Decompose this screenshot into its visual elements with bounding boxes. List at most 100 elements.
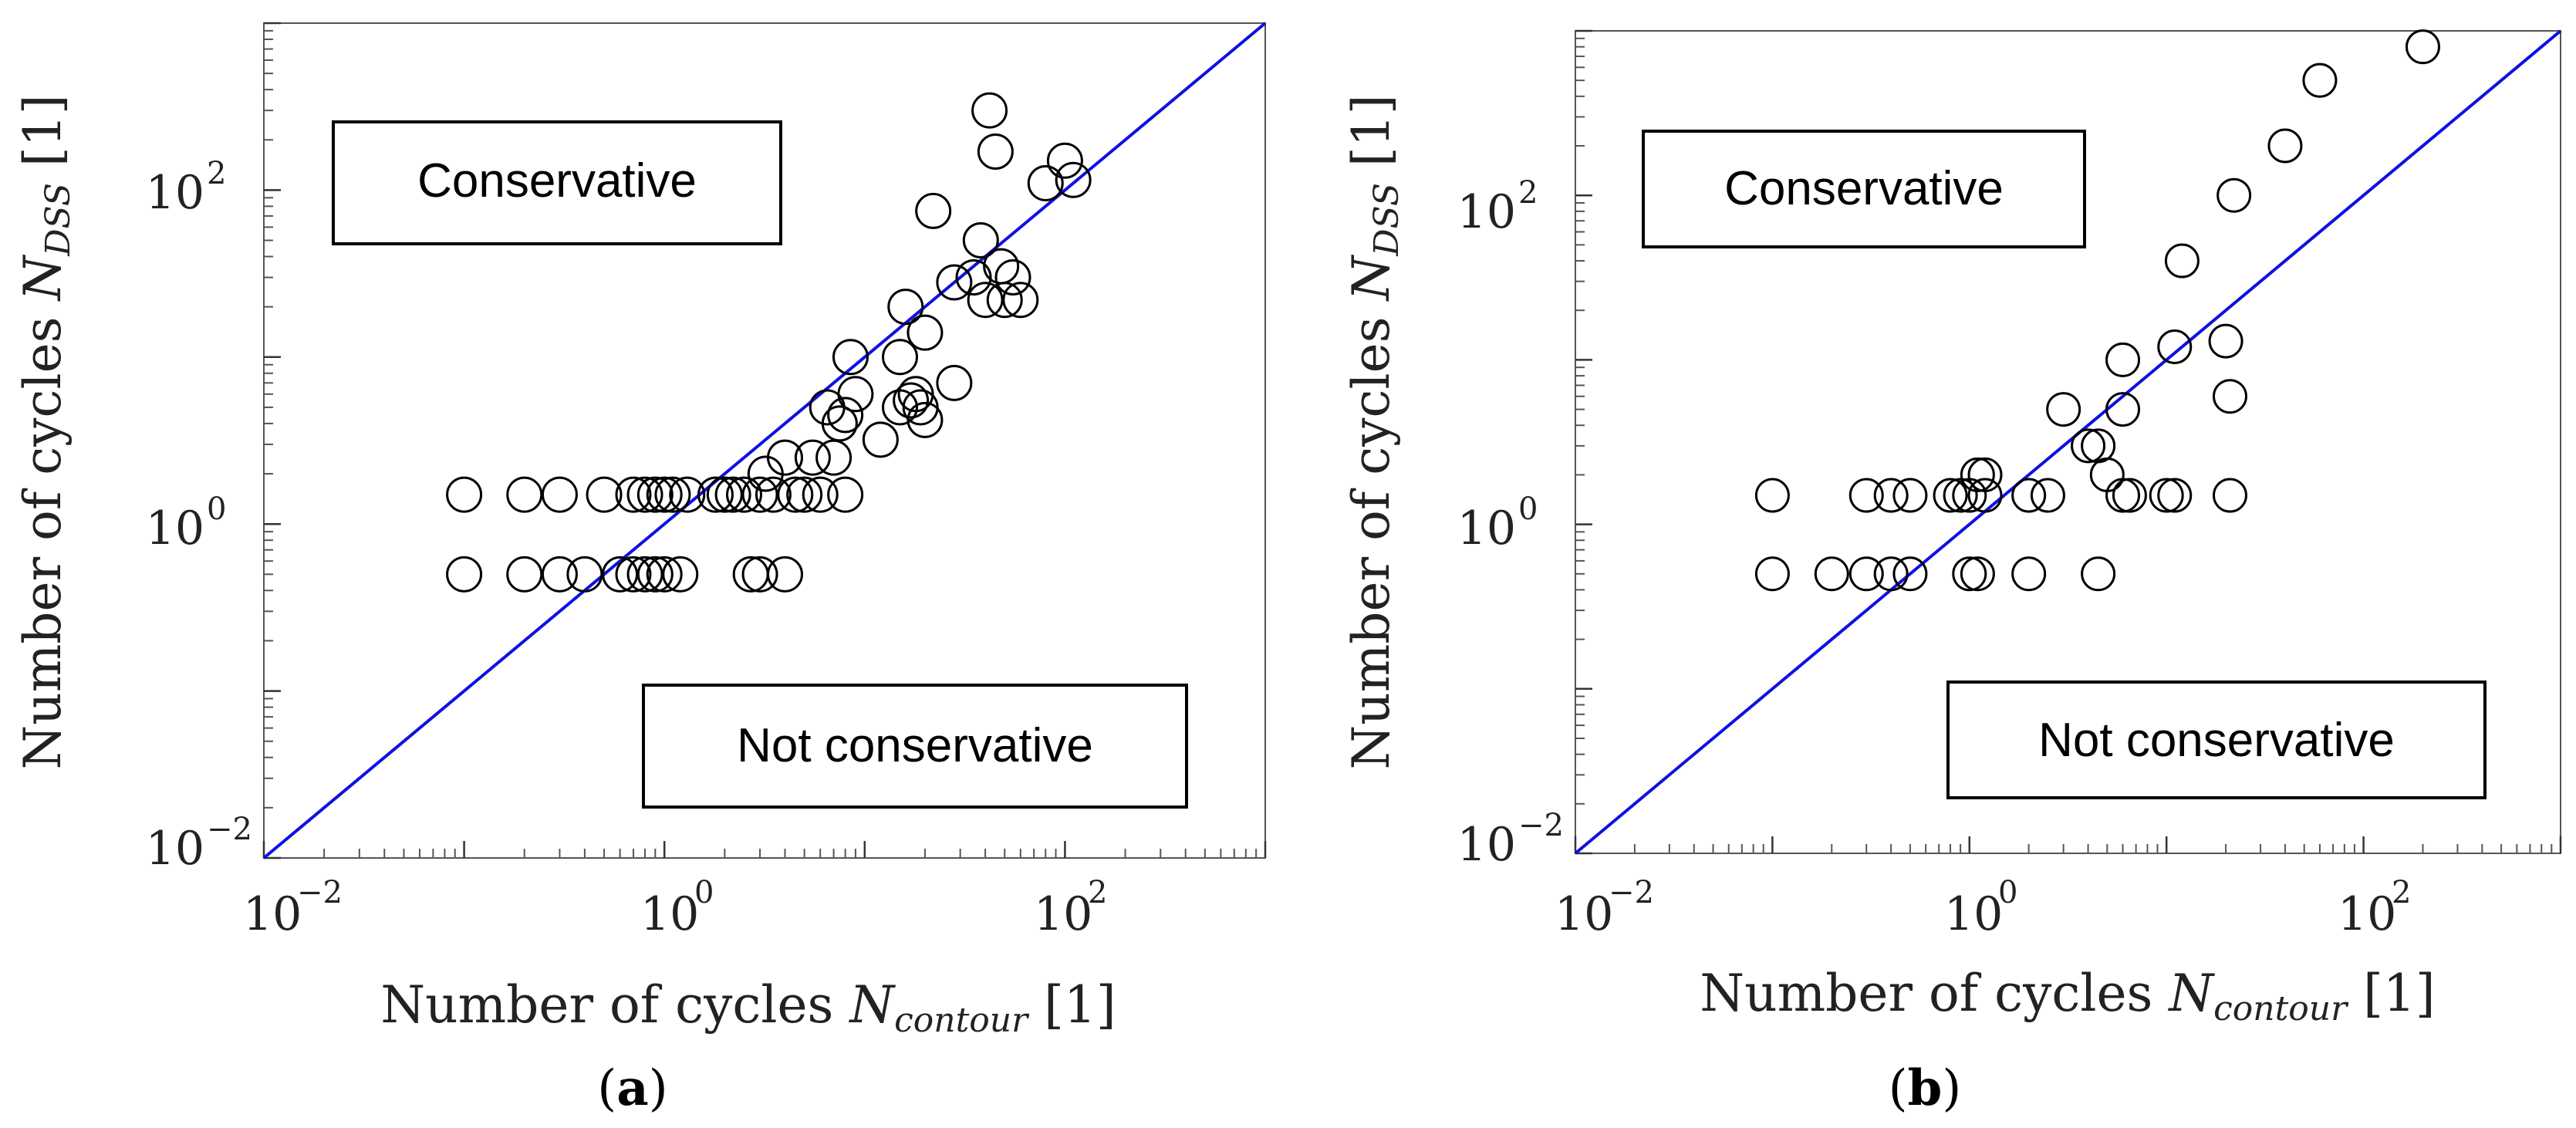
- y-tick-exp-b-0: −2: [1518, 808, 1564, 843]
- x-axis-title-b: Number of cycles Ncontour [1]: [1700, 964, 2435, 1028]
- x-tick-label-a-0: 10: [243, 887, 302, 941]
- data-point-a-19: [669, 476, 706, 513]
- y-tick-exp-b-1: 0: [1518, 491, 1538, 527]
- data-point-b-33: [2208, 323, 2243, 359]
- reference-line-a-path: [262, 22, 1267, 860]
- data-point-a-40: [832, 339, 869, 376]
- data-point-a-6: [566, 556, 603, 593]
- x-tick-label-b-0: 10: [1555, 887, 1613, 941]
- data-point-a-12: [626, 556, 663, 593]
- data-point-b-28: [2112, 478, 2147, 513]
- data-point-a-2: [506, 476, 543, 513]
- data-point-b-13: [1960, 457, 1995, 492]
- data-point-b-9: [1933, 478, 1968, 513]
- minor-ticks-b: [1575, 37, 2553, 853]
- data-point-a-18: [662, 556, 699, 593]
- y-tick-label-a-0: 10: [146, 822, 204, 876]
- data-point-b-5: [1873, 478, 1909, 513]
- y-tick-label-b-0: 10: [1457, 818, 1516, 872]
- data-point-a-54: [955, 259, 992, 296]
- data-point-a-21: [706, 476, 743, 513]
- data-point-b-0: [1754, 478, 1790, 513]
- y-tick-exp-a-0: −2: [207, 812, 252, 847]
- data-point-a-1: [446, 556, 483, 593]
- annotation-not-conservative-b: Not conservative: [2038, 714, 2395, 767]
- chart-panel-a: 10 −2 10 0 10 2 10 −2 10 0 10 2 Number o…: [13, 22, 1267, 1117]
- x-tick-exp-a-1: 0: [694, 875, 714, 910]
- data-point-b-14: [1960, 556, 1995, 592]
- annotation-conservative-b: Conservative: [1724, 162, 2004, 215]
- data-point-b-25: [2105, 392, 2141, 427]
- y-tick-exp-a-2: 2: [207, 156, 226, 191]
- reference-line-a: [262, 22, 1267, 860]
- data-point-b-6: [1873, 556, 1909, 592]
- data-point-b-34: [2212, 478, 2247, 513]
- x-tick-labels-b: 10 −2 10 0 10 2: [1555, 875, 2411, 941]
- data-point-a-14: [636, 556, 674, 593]
- data-point-a-20: [697, 476, 734, 513]
- x-tick-exp-a-0: −2: [297, 875, 343, 910]
- x-tick-exp-b-0: −2: [1609, 875, 1654, 910]
- data-point-a-33: [794, 439, 831, 476]
- data-point-a-17: [654, 476, 691, 513]
- annotation-conservative-a: Conservative: [417, 154, 697, 208]
- data-point-b-37: [2267, 128, 2303, 164]
- data-point-b-27: [2105, 478, 2141, 513]
- data-point-a-41: [837, 376, 874, 413]
- data-point-a-50: [906, 314, 944, 351]
- data-point-a-61: [994, 259, 1031, 296]
- data-point-b-7: [1892, 478, 1928, 513]
- data-point-b-24: [2089, 457, 2125, 492]
- data-point-a-23: [726, 476, 763, 513]
- y-tick-label-b-1: 10: [1457, 502, 1516, 556]
- data-point-b-29: [2149, 478, 2184, 513]
- plot-area-b: [1575, 30, 2561, 854]
- y-tick-label-b-2: 10: [1457, 185, 1516, 239]
- annotation-box-conservative-a: [332, 120, 782, 245]
- data-point-a-30: [766, 439, 803, 476]
- data-point-a-36: [815, 439, 852, 476]
- data-point-a-10: [615, 556, 652, 593]
- data-point-b-3: [1848, 478, 1884, 513]
- data-point-a-32: [786, 476, 823, 513]
- data-point-b-19: [2030, 478, 2065, 513]
- data-point-b-1: [1754, 556, 1790, 592]
- data-point-b-15: [1967, 457, 2003, 492]
- y-tick-labels-b: 10 −2 10 0 10 2: [1457, 175, 1564, 872]
- reference-line-b: [1574, 29, 2562, 855]
- points-b: [1754, 29, 2440, 592]
- data-point-a-29: [766, 556, 803, 593]
- x-tick-label-b-1: 10: [1944, 887, 2003, 941]
- data-point-b-23: [2081, 556, 2116, 592]
- reference-line-b-path: [1574, 29, 2562, 855]
- data-point-a-49: [906, 401, 944, 438]
- y-tick-exp-b-2: 2: [1518, 175, 1538, 211]
- data-point-a-56: [967, 282, 1004, 319]
- x-tick-label-a-1: 10: [640, 887, 699, 941]
- y-tick-labels-a: 10 −2 10 0 10 2: [146, 156, 252, 876]
- data-point-b-18: [2011, 556, 2047, 592]
- data-point-b-4: [1848, 556, 1884, 592]
- points-a: [446, 92, 1092, 593]
- data-point-a-22: [714, 476, 751, 513]
- data-point-b-17: [2011, 478, 2047, 513]
- y-tick-label-a-1: 10: [146, 502, 204, 556]
- data-point-a-39: [827, 476, 864, 513]
- panel-label-a: (a): [597, 1059, 667, 1117]
- data-point-b-26: [2105, 342, 2141, 377]
- data-point-a-13: [636, 476, 674, 513]
- data-point-a-42: [862, 421, 899, 458]
- data-point-b-38: [2302, 62, 2338, 98]
- x-tick-exp-b-2: 2: [2392, 875, 2411, 910]
- data-point-a-57: [971, 92, 1008, 129]
- data-point-b-36: [2216, 177, 2252, 213]
- data-point-b-8: [1892, 556, 1928, 592]
- data-point-a-55: [962, 222, 999, 259]
- annotation-not-conservative-a: Not conservative: [737, 719, 1093, 772]
- data-point-a-0: [446, 476, 483, 513]
- x-tick-label-b-2: 10: [2338, 887, 2396, 941]
- data-point-a-34: [802, 476, 839, 513]
- x-axis-title-a: Number of cycles Ncontour [1]: [380, 975, 1116, 1040]
- data-point-a-26: [741, 476, 778, 513]
- data-point-a-5: [541, 556, 578, 593]
